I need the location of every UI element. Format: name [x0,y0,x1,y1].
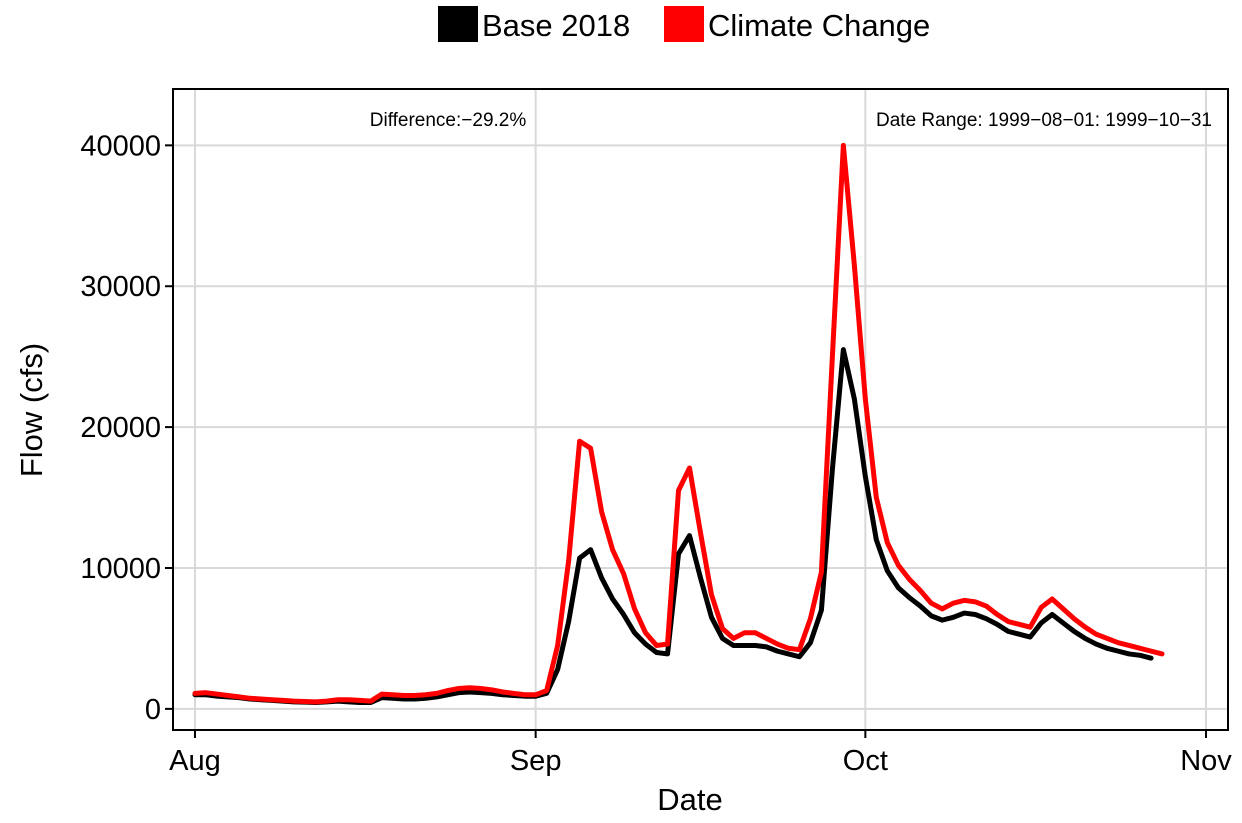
legend: Base 2018 Climate Change [438,6,930,43]
y-gridlines [173,144,1228,710]
y-tick-label: 0 [145,694,161,726]
y-axis: 0 10000 20000 30000 40000 [80,130,173,726]
y-tick-label: 10000 [80,553,161,585]
x-gridlines [193,89,1208,730]
series-line-base-2018 [192,347,1154,706]
x-axis-title: Date [657,782,722,817]
x-tick-label: Nov [1180,745,1232,777]
legend-swatch-base-2018 [438,6,478,42]
legend-label-climate-change: Climate Change [708,8,930,43]
y-tick-label: 20000 [80,412,161,444]
plot-panel-border [172,88,1229,731]
legend-swatch-climate-change [664,6,704,42]
date-range-annotation: Date Range: 1999−08−01: 1999−10−31 [876,110,1212,131]
x-tick-label: Oct [843,745,888,777]
series-line-climate-change [192,142,1165,705]
y-tick-label: 40000 [80,130,161,162]
x-tick-label: Sep [510,745,562,777]
x-tick-label: Aug [169,745,221,777]
y-tick-label: 30000 [80,271,161,303]
y-axis-title: Flow (cfs) [14,343,49,477]
legend-label-base-2018: Base 2018 [482,8,630,43]
series-lines [192,142,1165,706]
difference-annotation: Difference:−29.2% [370,110,527,131]
x-axis: Aug Sep Oct Nov [169,730,1232,777]
